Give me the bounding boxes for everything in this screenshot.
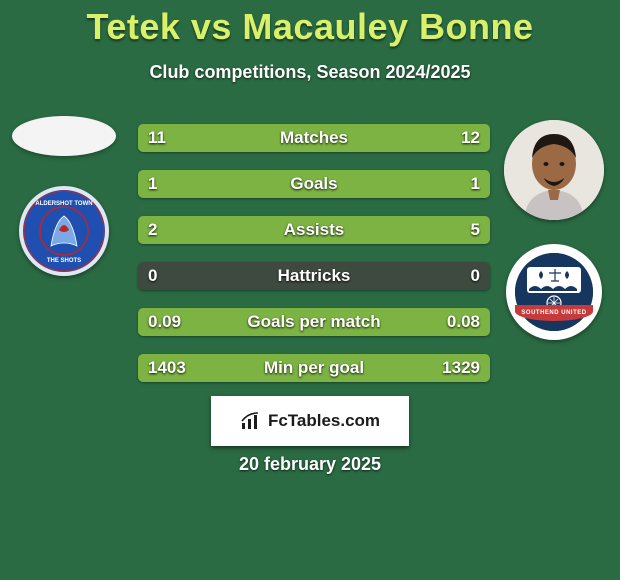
stat-bars: 11Matches12 1Goals1 2Assists5 0Hattricks0 0.… — [138, 124, 490, 382]
southend-crest-inner: SOUTHEND UNITED — [515, 253, 593, 331]
stat-row: 1403Min per goal1329 — [138, 354, 490, 382]
date-text: 20 february 2025 — [0, 454, 620, 475]
player1-club-crest: ALDERSHOT TOWN THE SHOTS — [19, 186, 109, 276]
page-title: Tetek vs Macauley Bonne — [0, 0, 620, 48]
crest-bottom-text: THE SHOTS — [47, 258, 81, 264]
stat-left-fill — [138, 170, 314, 198]
stat-label: Hattricks — [138, 266, 490, 286]
stat-right-fill — [314, 170, 490, 198]
stat-right-value: 1 — [471, 174, 480, 194]
stat-left-value: 1 — [148, 174, 157, 194]
stat-left-value: 1403 — [148, 358, 186, 378]
stat-left-value: 11 — [148, 128, 166, 148]
player2-avatar-icon — [504, 120, 604, 220]
stat-right-value: 12 — [461, 128, 480, 148]
chart-icon — [240, 411, 262, 431]
stat-left-value: 2 — [148, 220, 157, 240]
stat-row: 0Hattricks0 — [138, 262, 490, 290]
stat-row: 0.09Goals per match0.08 — [138, 308, 490, 336]
stat-right-fill — [239, 216, 490, 244]
badge-text: FcTables.com — [268, 411, 380, 431]
left-column: ALDERSHOT TOWN THE SHOTS — [8, 116, 120, 276]
aldershot-crest-icon: ALDERSHOT TOWN THE SHOTS — [23, 190, 105, 272]
stat-left-value: 0.09 — [148, 312, 181, 332]
stat-row: 1Goals1 — [138, 170, 490, 198]
fctables-badge[interactable]: FcTables.com — [211, 396, 409, 446]
stat-left-value: 0 — [148, 266, 157, 286]
stat-row: 2Assists5 — [138, 216, 490, 244]
stat-row: 11Matches12 — [138, 124, 490, 152]
stat-right-value: 1329 — [442, 358, 480, 378]
crest-top-text: ALDERSHOT TOWN — [35, 201, 92, 207]
stat-right-value: 0.08 — [447, 312, 480, 332]
stat-right-value: 0 — [471, 266, 480, 286]
player1-photo-placeholder — [12, 116, 116, 156]
comparison-card: Tetek vs Macauley Bonne Club competition… — [0, 0, 620, 580]
stat-right-value: 5 — [471, 220, 480, 240]
player2-club-crest: SOUTHEND UNITED — [506, 244, 602, 340]
player2-photo — [504, 120, 604, 220]
subtitle: Club competitions, Season 2024/2025 — [0, 62, 620, 83]
right-column: SOUTHEND UNITED — [498, 120, 610, 340]
